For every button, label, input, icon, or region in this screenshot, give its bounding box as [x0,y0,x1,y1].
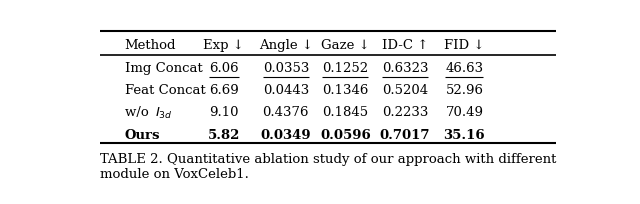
Text: 9.10: 9.10 [209,106,239,119]
Text: Exp ↓: Exp ↓ [204,38,244,51]
Text: 0.1252: 0.1252 [323,62,369,75]
Text: $\mathit{I}_{3d}$: $\mathit{I}_{3d}$ [156,105,173,120]
Text: 0.0443: 0.0443 [262,84,309,97]
Text: FID ↓: FID ↓ [444,38,484,51]
Text: 0.4376: 0.4376 [262,106,309,119]
Text: 0.1845: 0.1845 [323,106,369,119]
Text: 5.82: 5.82 [207,128,240,141]
Text: 0.7017: 0.7017 [380,128,430,141]
Text: 0.1346: 0.1346 [322,84,369,97]
Text: Angle ↓: Angle ↓ [259,38,313,51]
Text: Img Concat: Img Concat [125,62,202,75]
Text: Ours: Ours [125,128,160,141]
Text: 0.0596: 0.0596 [320,128,371,141]
Text: 0.2233: 0.2233 [381,106,428,119]
Text: 70.49: 70.49 [445,106,483,119]
Text: 0.6323: 0.6323 [381,62,428,75]
Text: 0.0353: 0.0353 [262,62,309,75]
Text: TABLE 2. Quantitative ablation study of our approach with different
module on Vo: TABLE 2. Quantitative ablation study of … [100,152,556,180]
Text: ID-C ↑: ID-C ↑ [381,38,428,51]
Text: Method: Method [125,38,176,51]
Text: 0.0349: 0.0349 [260,128,311,141]
Text: 6.69: 6.69 [209,84,239,97]
Text: 52.96: 52.96 [445,84,483,97]
Text: 6.06: 6.06 [209,62,239,75]
Text: Gaze ↓: Gaze ↓ [321,38,370,51]
Text: w/o: w/o [125,106,152,119]
Text: Feat Concat: Feat Concat [125,84,205,97]
Text: 46.63: 46.63 [445,62,483,75]
Text: 35.16: 35.16 [444,128,485,141]
Text: 0.5204: 0.5204 [382,84,428,97]
